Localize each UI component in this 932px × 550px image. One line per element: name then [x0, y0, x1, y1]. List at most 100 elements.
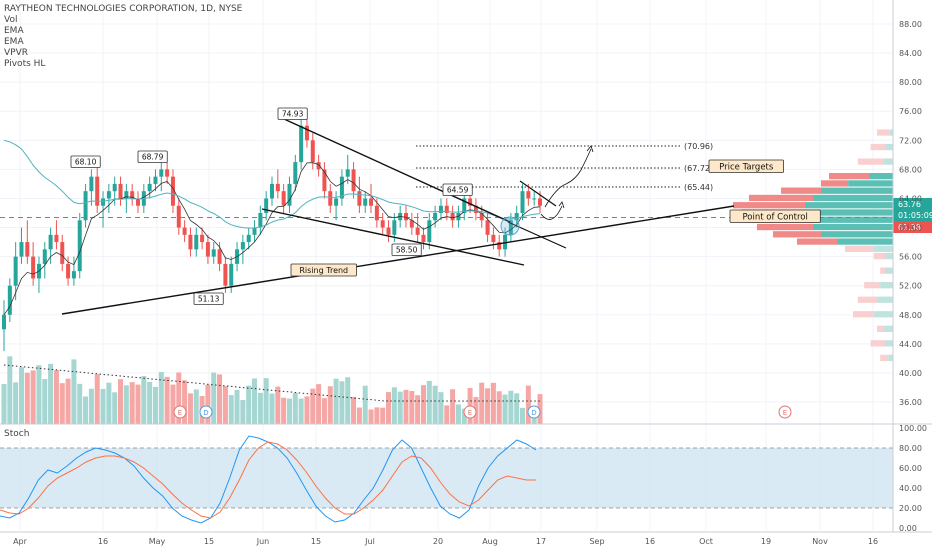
price-tick: 60.00 [899, 224, 922, 233]
price-tick: 68.00 [899, 165, 922, 174]
volume-bar [100, 388, 106, 424]
volume-bar [281, 397, 287, 424]
price-labels: (70.96) (67.72) (65.44) 68.10 68.79 74.93 64.5… [70, 107, 932, 419]
volume-bar [7, 356, 13, 424]
volume-bar [18, 367, 24, 424]
candle-body [468, 198, 473, 206]
pivot-high-label: 68.79 [142, 153, 164, 162]
candle-body [136, 198, 140, 206]
candle-body [281, 191, 286, 206]
volume-bars [1, 356, 543, 424]
price-tick: 64.00 [899, 194, 922, 203]
stoch-tick: 60.00 [899, 464, 922, 473]
candle-body [514, 213, 519, 221]
candle-body [409, 220, 414, 228]
price-tick: 88.00 [899, 20, 922, 29]
candle-body [211, 249, 216, 257]
volume-bar [83, 396, 89, 424]
rising-trend-label: Rising Trend [299, 266, 348, 275]
time-tick: 17 [536, 537, 546, 546]
vpvr-bar-up [813, 209, 893, 216]
candle-body [170, 176, 175, 206]
volume-bar [30, 370, 36, 424]
vpvr-bar-up [888, 354, 893, 362]
volume-bar [420, 385, 426, 424]
volume-bar [1, 384, 7, 424]
time-tick: 16 [868, 537, 878, 546]
vpvr-bar-up [889, 129, 893, 136]
volume-bar [65, 378, 71, 424]
target-label: (65.44) [684, 183, 713, 192]
volume-bar [502, 394, 508, 424]
price-tick: 40.00 [899, 369, 922, 378]
vpvr-bar-up [813, 223, 893, 231]
countdown-tag: 01:05:09 [898, 211, 932, 220]
candle-body [200, 234, 205, 243]
candle-body [444, 205, 449, 213]
candle-body [380, 220, 385, 228]
candle-body [374, 205, 379, 221]
candle-body [264, 198, 269, 213]
candle-body [462, 198, 467, 213]
candle-body [147, 183, 152, 192]
candle-body [485, 220, 490, 235]
projection-arrow-small [540, 205, 563, 220]
target-label: (70.96) [684, 142, 713, 151]
candle-body [106, 191, 111, 199]
countdown-tag-box [893, 209, 932, 221]
vpvr-bar-up [816, 216, 893, 223]
candle-body [369, 198, 374, 206]
earnings-marker-label: E [783, 409, 787, 417]
volume-bar [321, 398, 327, 424]
candle-body [223, 263, 228, 286]
volume-bar [53, 370, 59, 424]
candlesticks [2, 118, 542, 352]
volume-bar [351, 396, 357, 424]
time-tick: 20 [433, 537, 443, 546]
candle-body [287, 183, 292, 206]
price-tick: 56.00 [899, 253, 922, 262]
volume-bar [13, 382, 19, 424]
candle-body [2, 314, 6, 330]
pivot-high-label: 68.10 [75, 158, 97, 167]
stoch-band [0, 448, 893, 508]
candle-body [153, 176, 158, 184]
vpvr-bar-down [873, 252, 885, 260]
volume-bar [397, 391, 403, 424]
volume-bar [164, 376, 170, 424]
vpvr-bar-down [857, 296, 877, 303]
price-tick: 44.00 [899, 340, 922, 349]
dividend-marker [527, 405, 541, 419]
price-tick: 48.00 [899, 311, 922, 320]
volume-bar [380, 407, 386, 424]
vpvr-bar-down [829, 173, 869, 180]
candle-body [427, 220, 432, 243]
candle-body [438, 205, 443, 213]
legend-pivots: Pivots HL [4, 59, 46, 69]
rising-trend-line [61, 205, 735, 315]
chart-legend: RAYTHEON TECHNOLOGIES CORPORATION, 1D, N… [4, 4, 242, 70]
vpvr-bar-up [813, 194, 893, 202]
volume-bar [88, 388, 94, 424]
vpvr-bar-up [885, 340, 893, 347]
volume-bar [374, 407, 380, 424]
volume-bar [112, 392, 118, 424]
time-tick: Apr [13, 537, 28, 546]
volume-bar [327, 386, 333, 424]
pivot-low-label: 51.13 [198, 295, 220, 304]
stoch-d-line [0, 441, 536, 519]
volume-bar [182, 380, 188, 424]
volume-bar [520, 407, 526, 424]
poc-label: Point of Control [742, 213, 807, 223]
time-tick: May [149, 537, 166, 546]
volume-bar [118, 379, 124, 424]
candle-body [176, 205, 181, 228]
stoch-title: Stoch [4, 429, 30, 439]
trend-drawings [61, 118, 735, 315]
volume-bar [304, 396, 310, 424]
vpvr-bar-down [853, 311, 874, 318]
poc-label-box [729, 209, 821, 223]
candle-body [205, 242, 210, 257]
